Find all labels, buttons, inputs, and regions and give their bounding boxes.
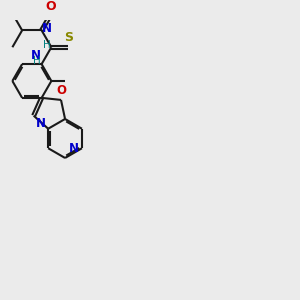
Text: S: S — [64, 32, 73, 44]
Text: N: N — [36, 117, 46, 130]
Text: O: O — [57, 84, 67, 97]
Text: H: H — [43, 40, 50, 50]
Text: N: N — [31, 49, 41, 62]
Text: N: N — [69, 142, 79, 155]
Text: H: H — [33, 56, 41, 66]
Text: N: N — [41, 22, 52, 34]
Text: O: O — [45, 0, 56, 13]
